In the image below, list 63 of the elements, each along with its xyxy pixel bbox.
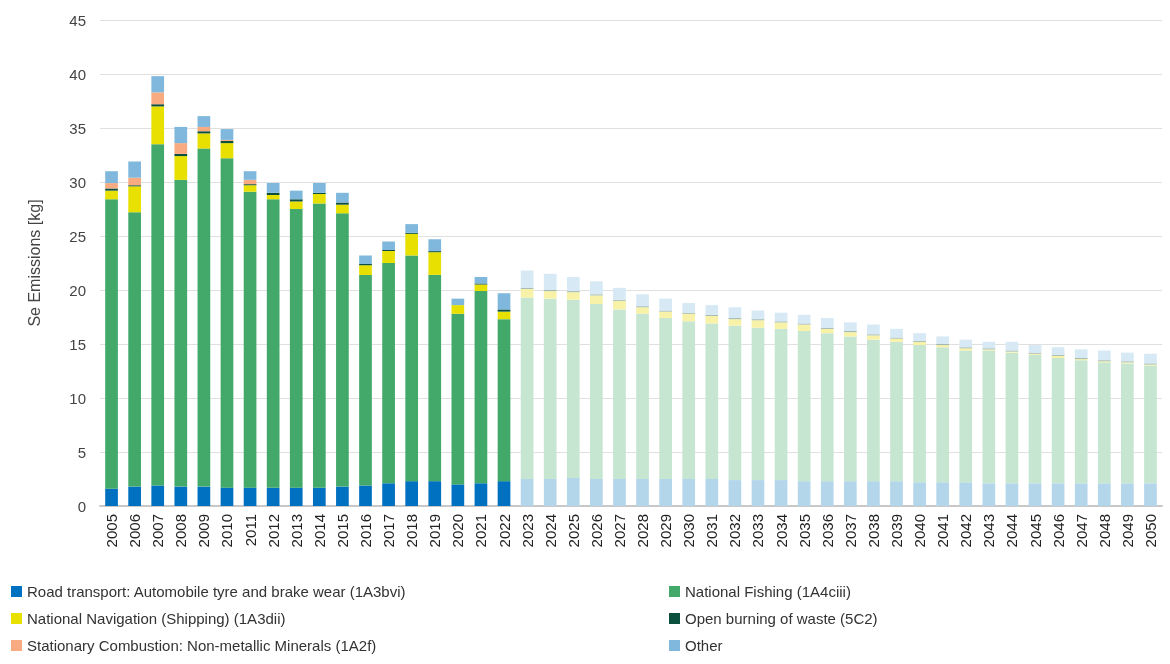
x-tick-label: 2016 — [357, 514, 374, 548]
y-tick-label: 45 — [69, 11, 86, 29]
x-tick-label: 2022 — [495, 514, 513, 548]
y-tick-label: 15 — [69, 335, 86, 353]
y-tick-label: 10 — [69, 389, 86, 407]
y-tick-label: 30 — [69, 173, 86, 191]
legend-label: Open burning of waste (5C2) — [685, 610, 878, 627]
x-tick-label: 2024 — [541, 514, 559, 548]
x-tick-label: 2027 — [610, 514, 628, 548]
x-tick-label: 2039 — [888, 514, 905, 548]
x-tick-label: 2007 — [149, 514, 167, 548]
x-tick-label: 2045 — [1026, 514, 1044, 548]
x-tick-label: 2050 — [1141, 514, 1159, 548]
x-tick-label: 2010 — [218, 514, 236, 548]
x-tick-label: 2048 — [1095, 514, 1113, 548]
x-tick-label: 2031 — [703, 514, 721, 548]
x-tick-label: 2037 — [841, 514, 859, 548]
y-tick-label: 20 — [69, 281, 86, 299]
x-tick-label: 2026 — [587, 514, 605, 548]
x-tick-label: 2023 — [518, 514, 536, 548]
x-tick-label: 2034 — [772, 514, 790, 548]
legend-label: National Fishing (1A4ciii) — [685, 583, 851, 600]
x-tick-label: 2018 — [403, 514, 421, 548]
y-tick-label: 0 — [77, 497, 86, 515]
x-tick-label: 2017 — [380, 514, 398, 548]
x-tick-label: 2009 — [195, 514, 213, 548]
legend-label: Road transport: Automobile tyre and brake wear (1A3bvi) — [27, 583, 406, 600]
x-tick-label: 2014 — [310, 514, 328, 548]
legend-label: Stationary Combustion: Non-metallic Minerals (1A2f) — [27, 637, 377, 654]
x-tick-label: 2029 — [657, 514, 675, 548]
x-tick-label: 2012 — [264, 514, 282, 548]
x-tick-label: 2042 — [957, 514, 975, 548]
x-tick-label: 2030 — [680, 514, 698, 548]
x-tick-label: 2028 — [634, 514, 652, 548]
x-tick-label: 2043 — [980, 514, 998, 548]
x-tick-label: 2021 — [472, 514, 490, 548]
x-tick-label: 2013 — [287, 514, 305, 548]
x-tick-label: 2038 — [864, 514, 882, 548]
legend-label: Other — [685, 637, 723, 654]
x-tick-label: 2008 — [172, 514, 190, 548]
x-tick-label: 2049 — [1118, 514, 1136, 548]
x-tick-label: 2011 — [241, 514, 259, 547]
y-tick-label: 35 — [69, 119, 86, 137]
x-tick-label: 2006 — [126, 514, 144, 548]
y-tick-label: 5 — [77, 443, 86, 461]
x-tick-label: 2005 — [103, 514, 121, 548]
x-tick-label: 2036 — [818, 514, 836, 548]
y-tick-label: 25 — [69, 227, 86, 245]
x-tick-label: 2035 — [795, 514, 813, 548]
x-tick-label: 2041 — [934, 514, 952, 548]
x-tick-label: 2040 — [911, 514, 929, 548]
x-tick-label: 2020 — [449, 514, 467, 548]
legend-label: National Navigation (Shipping) (1A3dii) — [27, 610, 286, 627]
x-tick-label: 2025 — [564, 514, 582, 548]
x-tick-label: 2047 — [1072, 514, 1090, 548]
y-tick-label: 40 — [69, 65, 86, 83]
x-tick-label: 2033 — [749, 514, 767, 548]
x-tick-label: 2015 — [333, 514, 351, 548]
x-tick-label: 2019 — [426, 514, 444, 548]
y-axis-title: Se Emissions [kg] — [25, 199, 43, 327]
x-tick-label: 2044 — [1003, 514, 1021, 548]
x-tick-label: 2032 — [726, 514, 744, 548]
x-tick-label: 2046 — [1049, 514, 1067, 548]
